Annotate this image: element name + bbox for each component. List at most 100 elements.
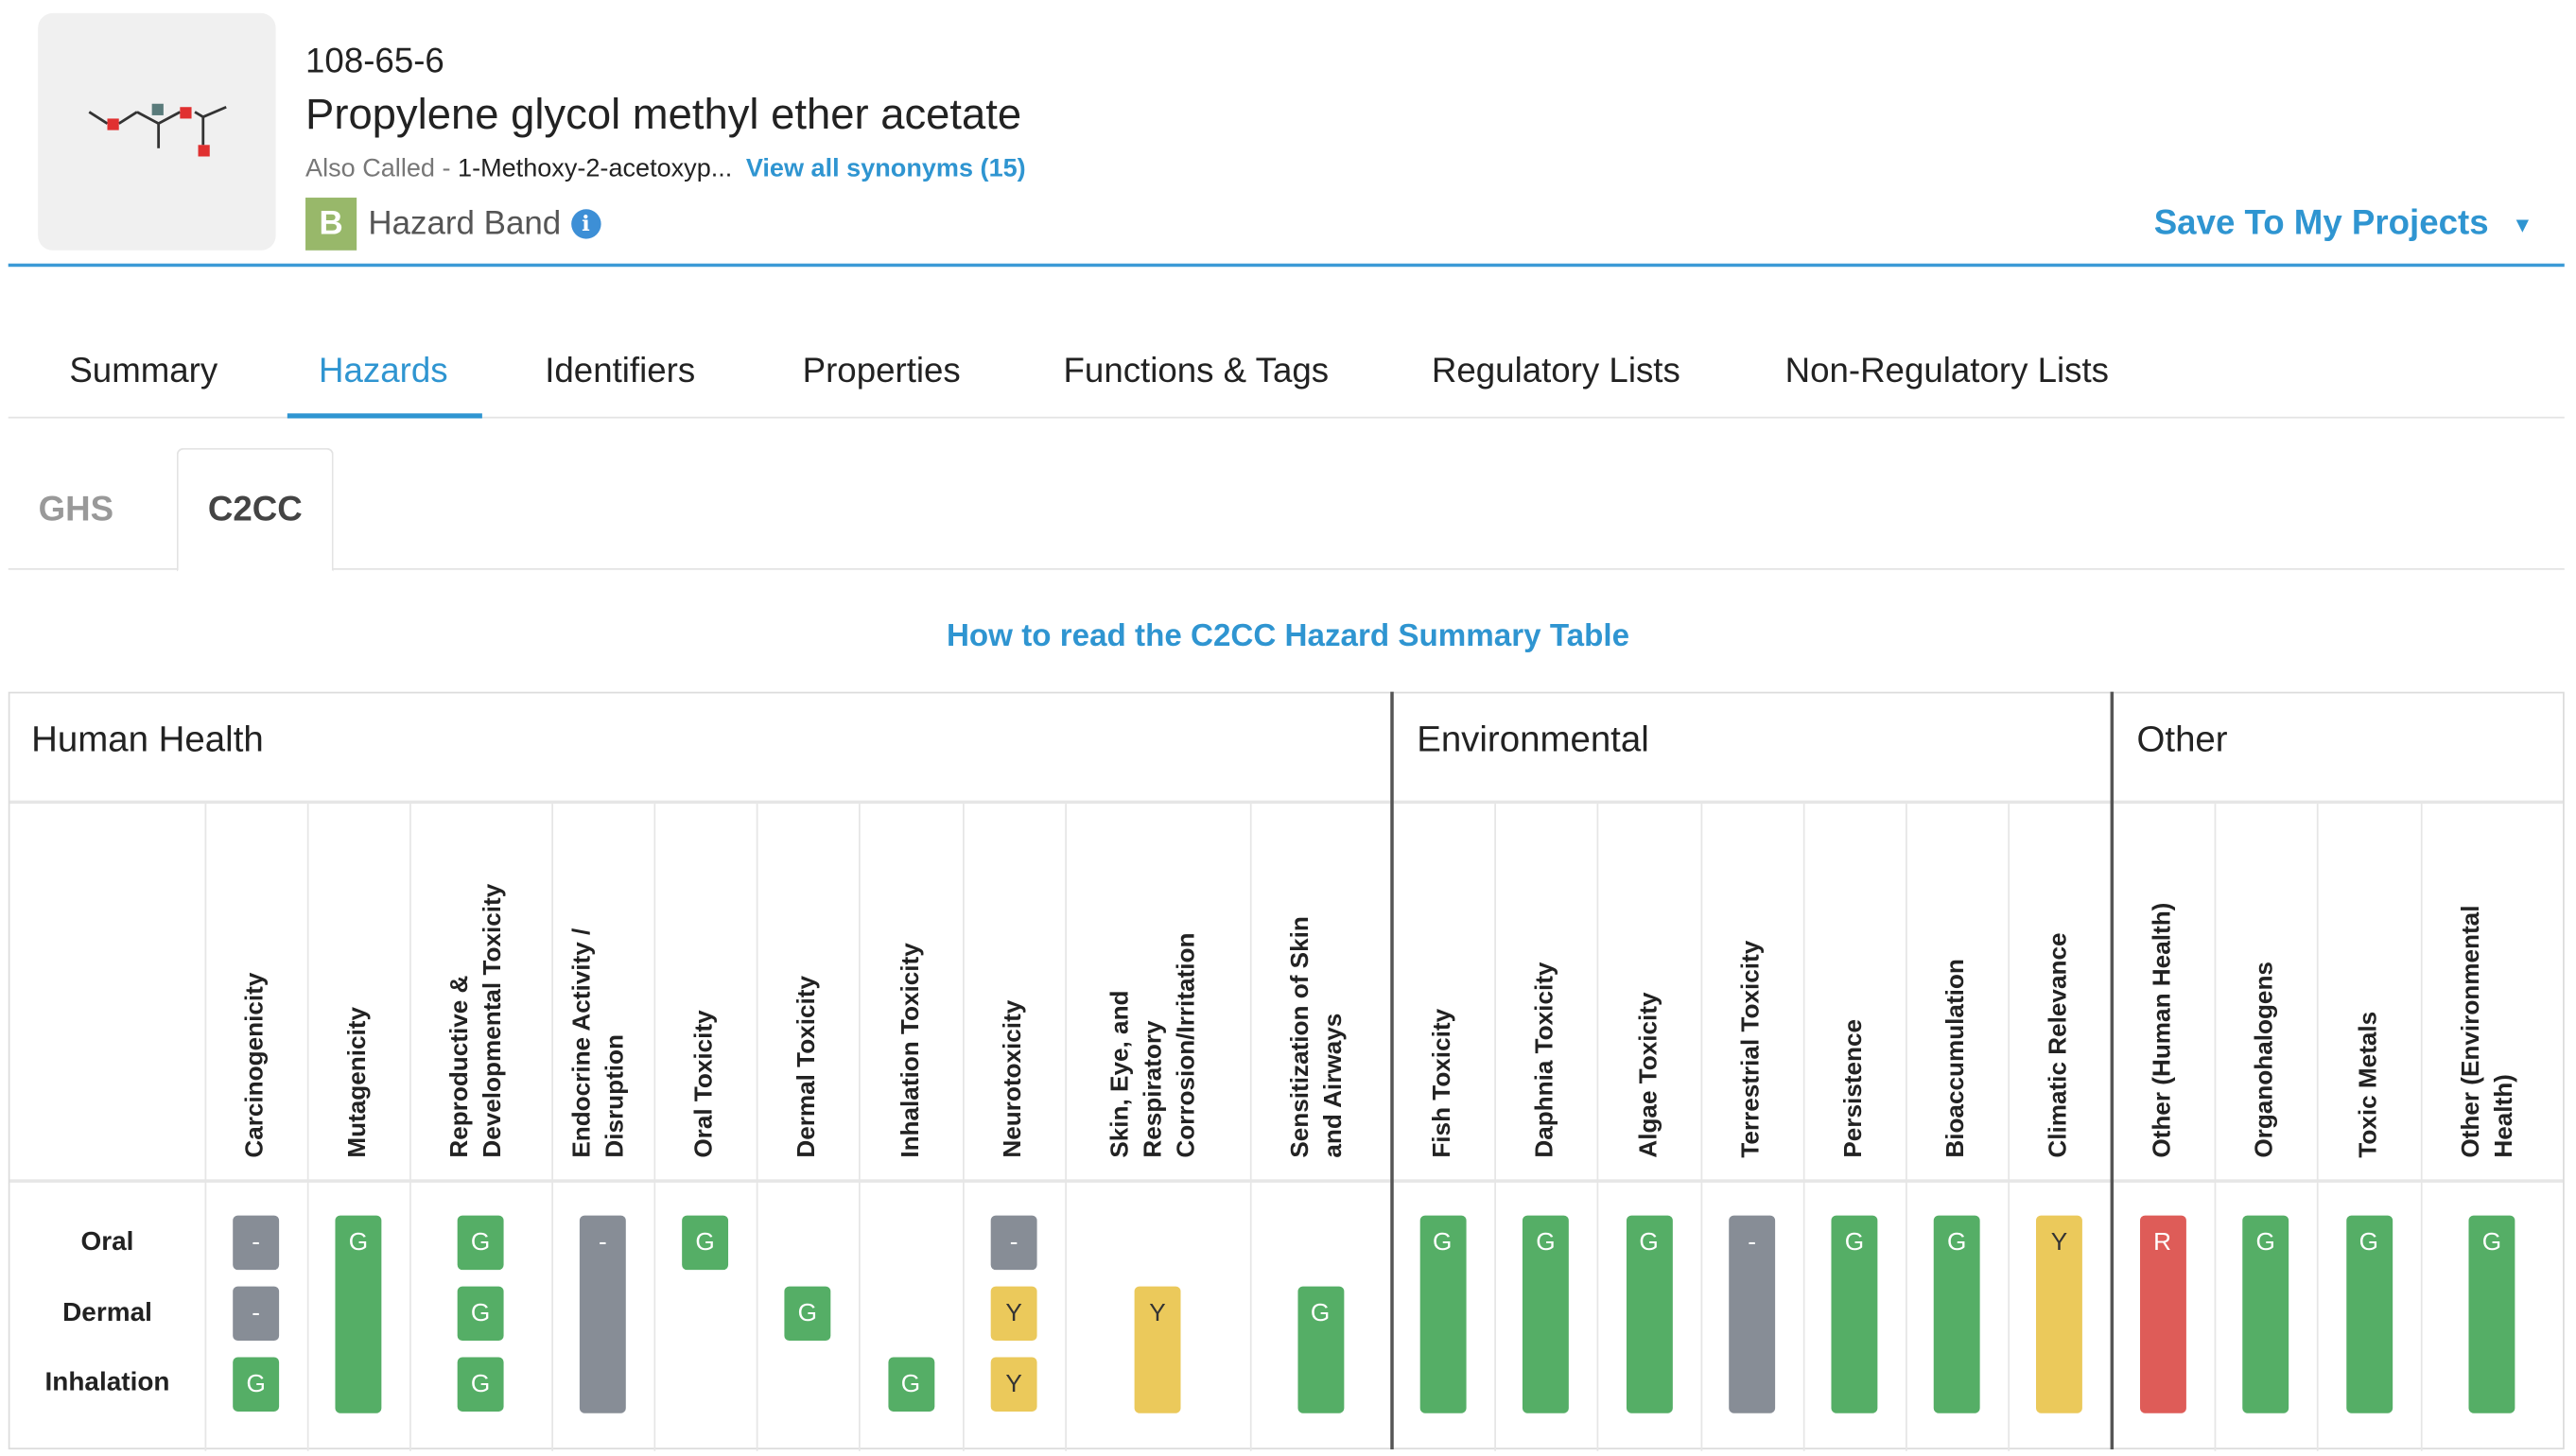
column-divider bbox=[1065, 804, 1068, 1451]
column-header-neurotoxicity: Neurotoxicity bbox=[998, 1000, 1031, 1158]
column-header-dermal-toxicity: Dermal Toxicity bbox=[791, 976, 824, 1158]
hazard-cell-neurotoxicity-inhalation[interactable]: Y bbox=[990, 1357, 1037, 1412]
column-divider bbox=[1494, 804, 1497, 1451]
hazard-cell-algae-toxicity-all[interactable]: G bbox=[1626, 1215, 1672, 1413]
column-header-skin-eye-and-respiratory-corrosion-irritation: Skin, Eye, and Respiratory Corrosion/Irrit… bbox=[1105, 933, 1204, 1158]
tab-summary[interactable]: Summary bbox=[69, 352, 218, 390]
header-divider bbox=[8, 263, 2565, 268]
hazard-cell-neurotoxicity-oral[interactable]: - bbox=[990, 1215, 1037, 1271]
column-header-line: Disruption bbox=[600, 1034, 630, 1158]
group-environmental: Environmental bbox=[1417, 718, 1649, 760]
column-header-line: Terrestrial Toxicity bbox=[1736, 940, 1766, 1158]
info-icon[interactable]: i bbox=[570, 209, 601, 239]
column-header-line: Fish Toxicity bbox=[1427, 1008, 1456, 1158]
save-to-projects-button[interactable]: Save To My Projects ▼ bbox=[2154, 204, 2533, 244]
hazard-cell-sensitization-of-skin-and-airways-dermal-inhalation[interactable]: G bbox=[1297, 1286, 1344, 1413]
tab-properties[interactable]: Properties bbox=[802, 352, 961, 390]
column-header-terrestrial-toxicity: Terrestrial Toxicity bbox=[1735, 941, 1768, 1158]
hazard-cell-carcinogenicity-dermal[interactable]: - bbox=[233, 1286, 280, 1342]
hazard-cell-dermal-toxicity-dermal[interactable]: G bbox=[784, 1286, 831, 1342]
column-divider bbox=[2316, 804, 2319, 1451]
group-other: Other bbox=[2136, 718, 2228, 760]
column-header-fish-toxicity: Fish Toxicity bbox=[1426, 1009, 1459, 1158]
tab-functions-tags[interactable]: Functions & Tags bbox=[1063, 352, 1330, 390]
column-header-reproductive-developmental-toxicity: Reproductive & Developmental Toxicity bbox=[444, 884, 511, 1158]
column-divider bbox=[1802, 804, 1805, 1451]
chemical-name: Propylene glycol methyl ether acetate bbox=[305, 89, 1022, 139]
hazard-cell-other-environmental-health-all[interactable]: G bbox=[2468, 1215, 2515, 1413]
subtab-ghs[interactable]: GHS bbox=[38, 490, 114, 529]
column-divider bbox=[306, 804, 309, 1451]
column-header-line: Skin, Eye, and bbox=[1105, 990, 1135, 1158]
subtab-c2cc[interactable]: C2CC bbox=[176, 447, 334, 572]
column-header-line: Organohalogens bbox=[2251, 962, 2279, 1158]
save-to-projects-label: Save To My Projects bbox=[2153, 204, 2489, 243]
column-divider bbox=[963, 804, 965, 1451]
hazard-cell-reproductive-developmental-toxicity-inhalation[interactable]: G bbox=[457, 1357, 504, 1412]
column-header-organohalogens: Organohalogens bbox=[2249, 962, 2282, 1158]
column-divider bbox=[551, 804, 553, 1451]
column-header-inhalation-toxicity: Inhalation Toxicity bbox=[895, 943, 928, 1157]
group-separator bbox=[2110, 691, 2115, 1450]
column-divider bbox=[2214, 804, 2217, 1451]
column-header-line: Reproductive & bbox=[445, 975, 475, 1158]
howto-read-table-link[interactable]: How to read the C2CC Hazard Summary Tabl… bbox=[946, 619, 1630, 654]
hazard-cell-bioaccumulation-all[interactable]: G bbox=[1933, 1215, 1980, 1413]
column-header-carcinogenicity: Carcinogenicity bbox=[239, 973, 272, 1158]
active-tab-indicator bbox=[287, 413, 482, 419]
hazard-cell-oral-toxicity-oral[interactable]: G bbox=[682, 1215, 729, 1271]
hazard-cell-carcinogenicity-inhalation[interactable]: G bbox=[233, 1357, 280, 1412]
column-header-line: Algae Toxicity bbox=[1633, 992, 1662, 1158]
hazard-cell-terrestrial-toxicity-all[interactable]: - bbox=[1729, 1215, 1776, 1413]
column-header-line: Oral Toxicity bbox=[689, 1010, 719, 1158]
hazard-cell-carcinogenicity-oral[interactable]: - bbox=[233, 1215, 280, 1271]
molecule-structure-image bbox=[38, 12, 276, 251]
main-tab-bar: Summary Hazards Identifiers Properties F… bbox=[8, 329, 2565, 419]
column-divider bbox=[1596, 804, 1599, 1451]
hazard-cell-skin-eye-and-respiratory-corrosion-irritation-dermal-inhalation[interactable]: Y bbox=[1134, 1286, 1181, 1413]
cas-number: 108-65-6 bbox=[305, 43, 444, 81]
hazard-cell-endocrine-activity-disruption-all[interactable]: - bbox=[579, 1215, 626, 1413]
hazard-cell-reproductive-developmental-toxicity-dermal[interactable]: G bbox=[457, 1286, 504, 1342]
column-divider bbox=[858, 804, 861, 1451]
column-header-line: Persistence bbox=[1839, 1018, 1868, 1158]
column-header-line: Mutagenicity bbox=[343, 1006, 372, 1158]
view-synonyms-link[interactable]: View all synonyms (15) bbox=[745, 154, 1026, 183]
column-header-mutagenicity: Mutagenicity bbox=[341, 1007, 374, 1158]
hazard-cell-fish-toxicity-all[interactable]: G bbox=[1419, 1215, 1466, 1413]
column-header-line: Sensitization of Skin bbox=[1285, 916, 1314, 1158]
column-header-divider bbox=[9, 1179, 2564, 1183]
hazard-cell-toxic-metals-all[interactable]: G bbox=[2345, 1215, 2393, 1413]
row-label-dermal: Dermal bbox=[62, 1299, 152, 1328]
column-divider bbox=[2420, 804, 2423, 1451]
hazard-cell-mutagenicity-all[interactable]: G bbox=[335, 1215, 382, 1413]
also-called-row: Also Called - 1-Methoxy-2-acetoxyp... Vi… bbox=[305, 155, 1026, 184]
column-header-other-human-health: Other (Human Health) bbox=[2146, 903, 2179, 1158]
column-divider bbox=[1249, 804, 1252, 1451]
hazard-cell-reproductive-developmental-toxicity-oral[interactable]: G bbox=[457, 1215, 504, 1271]
tab-regulatory-lists[interactable]: Regulatory Lists bbox=[1431, 352, 1680, 390]
also-called-value: 1-Methoxy-2-acetoxyp... bbox=[458, 154, 733, 183]
hazard-cell-inhalation-toxicity-inhalation[interactable]: G bbox=[887, 1357, 934, 1412]
tab-hazards[interactable]: Hazards bbox=[319, 352, 448, 390]
column-header-algae-toxicity: Algae Toxicity bbox=[1632, 992, 1665, 1157]
hazard-subtab-bar: GHS C2CC bbox=[8, 447, 2565, 572]
column-divider bbox=[2008, 804, 2010, 1451]
hazard-cell-organohalogens-all[interactable]: G bbox=[2242, 1215, 2289, 1413]
tab-identifiers[interactable]: Identifiers bbox=[545, 352, 696, 390]
hazard-cell-daphnia-toxicity-all[interactable]: G bbox=[1522, 1215, 1569, 1413]
column-divider bbox=[204, 804, 207, 1451]
column-header-climatic-relevance: Climatic Relevance bbox=[2043, 932, 2076, 1157]
hazard-band-badge: B bbox=[305, 198, 357, 251]
hazard-cell-climatic-relevance-all[interactable]: Y bbox=[2036, 1215, 2082, 1413]
hazard-cell-other-human-health-all[interactable]: R bbox=[2139, 1215, 2186, 1413]
column-header-daphnia-toxicity: Daphnia Toxicity bbox=[1529, 962, 1562, 1158]
column-header-line: Corrosion/Irritation bbox=[1172, 932, 1201, 1158]
tab-non-regulatory-lists[interactable]: Non-Regulatory Lists bbox=[1784, 352, 2109, 390]
hazard-cell-neurotoxicity-dermal[interactable]: Y bbox=[990, 1286, 1037, 1342]
caret-down-icon: ▼ bbox=[2512, 211, 2533, 236]
column-header-line: and Airways bbox=[1318, 1013, 1347, 1158]
hazard-cell-persistence-all[interactable]: G bbox=[1831, 1215, 1878, 1413]
column-header-toxic-metals: Toxic Metals bbox=[2352, 1012, 2385, 1158]
group-header-divider bbox=[9, 800, 2564, 805]
